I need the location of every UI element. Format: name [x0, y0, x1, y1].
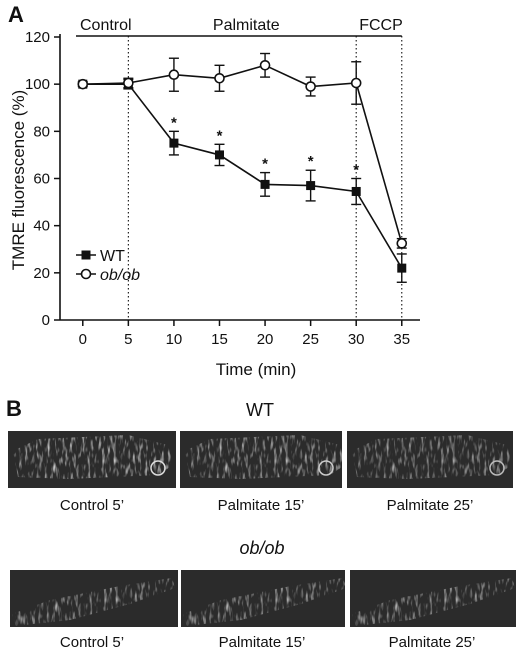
data-point-obob — [214, 72, 225, 84]
legend-marker-obob — [80, 268, 92, 280]
data-point-wt — [260, 179, 270, 189]
chart-series — [77, 52, 408, 283]
legend-label-obob: ob/ob — [100, 267, 140, 284]
micrograph-wt-palmitate-25 — [347, 431, 513, 488]
series-obob — [77, 52, 408, 249]
series-wt — [77, 78, 407, 283]
significance-markers: * * * * * — [171, 114, 359, 178]
significance-star: * — [171, 114, 177, 131]
data-point-wt — [351, 186, 361, 196]
data-point-obob — [259, 60, 271, 71]
phase-label-fccp: FCCP — [359, 17, 403, 34]
wt-group-title: WT — [246, 400, 274, 420]
significance-star: * — [353, 162, 359, 179]
obob-caption-3: Palmitate 25’ — [389, 634, 476, 651]
micrograph-obob-control — [10, 570, 178, 627]
data-point-obob — [168, 69, 180, 81]
data-point-wt — [169, 138, 179, 148]
panel-b-letter: B — [6, 396, 22, 421]
legend-marker-wt — [81, 250, 91, 260]
data-point-wt — [214, 150, 224, 160]
y-tick-label: 100 — [25, 76, 50, 93]
x-tick-label: 25 — [302, 331, 319, 348]
significance-star: * — [217, 127, 223, 144]
data-point-wt — [397, 263, 407, 273]
wt-caption-2: Palmitate 15’ — [218, 497, 305, 514]
significance-star: * — [308, 153, 314, 170]
x-tick-label: 20 — [257, 331, 274, 348]
data-point-obob — [350, 77, 362, 89]
x-axis-title: Time (min) — [216, 360, 297, 379]
chart-axes: 0 20 40 60 80 100 120 0 5 10 15 20 25 30 35 — [25, 29, 420, 348]
micrograph-wt-palmitate-15 — [180, 431, 342, 488]
x-tick-label: 30 — [348, 331, 365, 348]
obob-caption-2: Palmitate 15’ — [219, 634, 306, 651]
chart-legend: WT ob/ob — [76, 248, 140, 284]
phase-label-palmitate: Palmitate — [213, 17, 280, 34]
x-tick-label: 35 — [393, 331, 410, 348]
micrograph-obob-palmitate-15 — [181, 570, 345, 627]
data-point-obob — [77, 78, 89, 90]
x-tick-label: 15 — [211, 331, 228, 348]
y-tick-label: 40 — [33, 218, 50, 235]
x-tick-label: 10 — [166, 331, 183, 348]
data-point-obob — [305, 81, 316, 92]
x-tick-label: 5 — [124, 331, 132, 348]
data-point-wt — [306, 181, 316, 191]
legend-label-wt: WT — [100, 248, 125, 265]
series-line — [82, 83, 403, 269]
y-tick-label: 120 — [25, 29, 50, 46]
significance-star: * — [262, 156, 268, 173]
wt-caption-1: Control 5’ — [60, 497, 124, 514]
y-tick-label: 0 — [42, 312, 50, 329]
obob-caption-1: Control 5’ — [60, 634, 124, 651]
series-line — [82, 64, 403, 244]
micrograph-obob-palmitate-25 — [350, 570, 516, 627]
panel-a: A Control Palmitate FCCP TMRE fluorescence… — [8, 2, 420, 379]
y-tick-label: 60 — [33, 171, 50, 188]
x-tick-label: 0 — [79, 331, 87, 348]
wt-caption-3: Palmitate 25’ — [387, 497, 474, 514]
y-tick-label: 20 — [33, 265, 50, 282]
phase-label-control: Control — [80, 17, 132, 34]
panel-a-letter: A — [8, 2, 24, 27]
panel-b: B WT Control 5’ Palmitate 15’ P — [6, 396, 516, 651]
data-point-obob — [396, 238, 408, 249]
y-axis-title: TMRE fluorescence (%) — [9, 90, 28, 270]
data-point-obob — [123, 77, 134, 89]
y-tick-label: 80 — [33, 123, 50, 140]
obob-group-title: ob/ob — [239, 538, 284, 558]
phase-bar: Control Palmitate FCCP — [76, 17, 403, 37]
micrograph-wt-control — [8, 431, 176, 488]
